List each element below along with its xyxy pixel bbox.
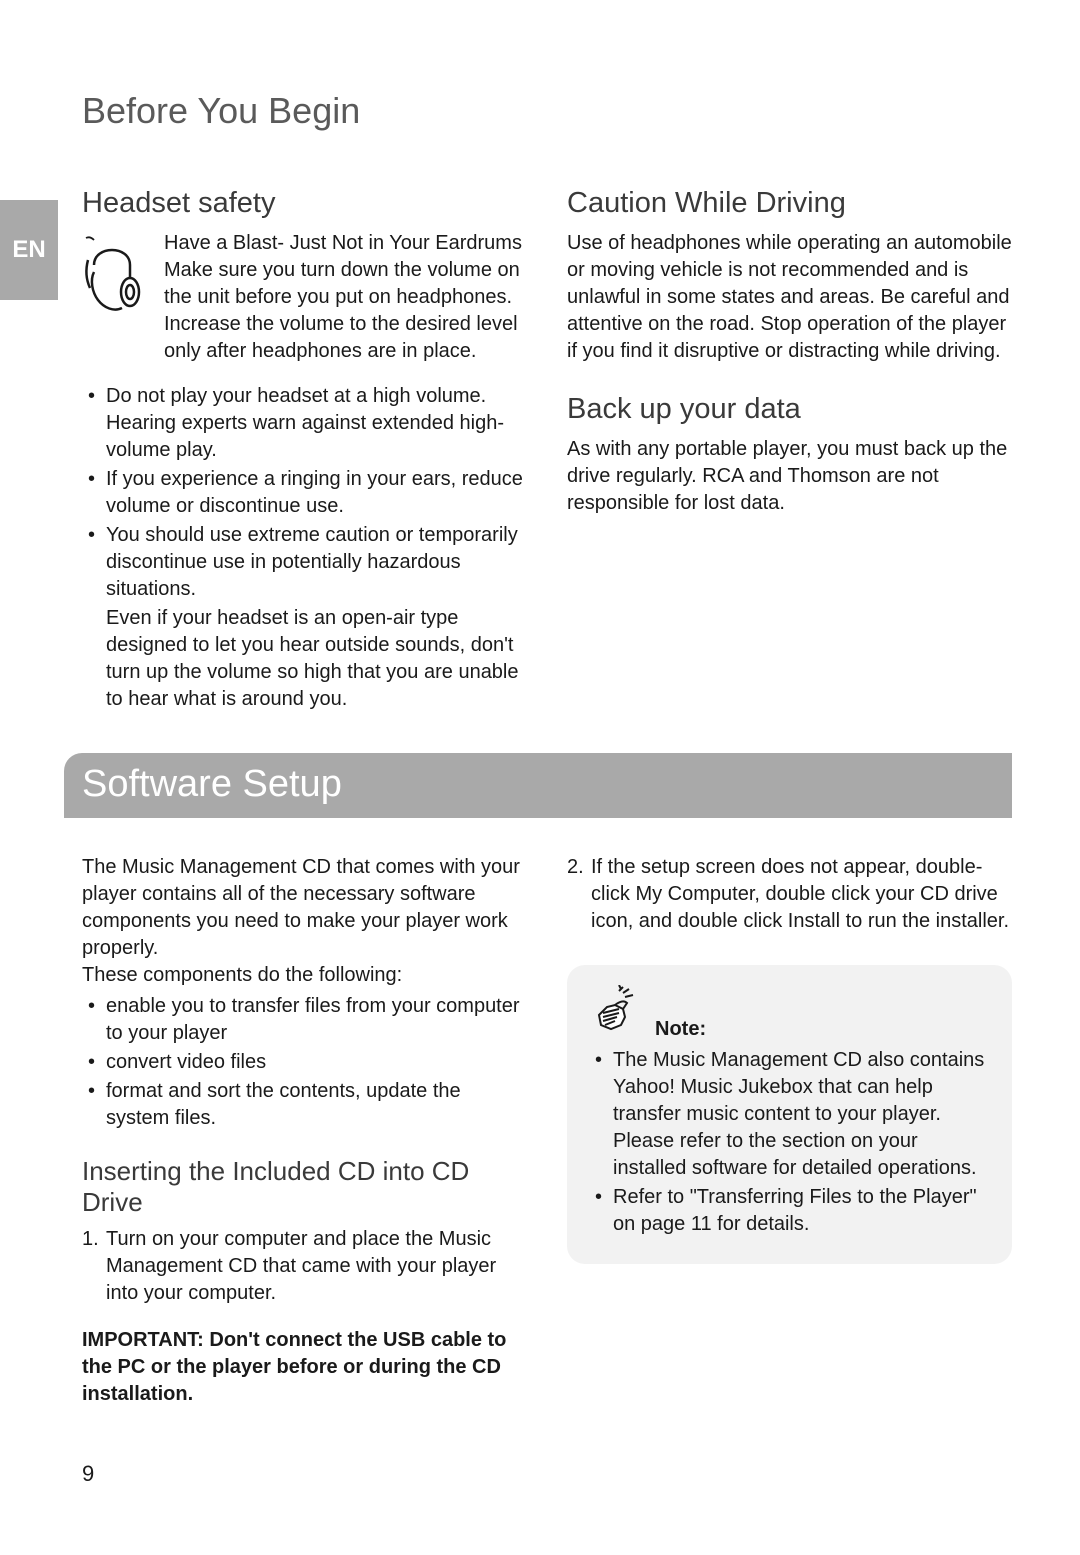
step-item: If the setup screen does not appear, dou… — [567, 854, 1012, 935]
headset-safety-heading: Headset safety — [82, 187, 527, 220]
components-list: enable you to transfer files from your c… — [82, 993, 527, 1132]
language-tab: EN — [0, 200, 58, 300]
software-intro: The Music Management CD that comes with … — [82, 854, 527, 962]
note-box: Note: The Music Management CD also conta… — [567, 965, 1012, 1264]
components-label: These components do the following: — [82, 962, 527, 989]
step-item: Turn on your computer and place the Musi… — [82, 1226, 527, 1307]
list-item: format and sort the contents, update the… — [82, 1078, 527, 1132]
important-notice: IMPORTANT: Don't connect the USB cable t… — [82, 1327, 527, 1408]
backup-text: As with any portable player, you must ba… — [567, 436, 1012, 517]
page-title: Before You Begin — [82, 90, 1012, 132]
note-label: Note: — [655, 1018, 706, 1041]
caution-text: Use of headphones while operating an aut… — [567, 230, 1012, 365]
backup-heading: Back up your data — [567, 393, 1012, 426]
list-item: enable you to transfer files from your c… — [82, 993, 527, 1047]
software-setup-banner: Software Setup — [64, 753, 1012, 818]
list-item: Do not play your headset at a high volum… — [82, 383, 527, 464]
list-item: You should use extreme caution or tempor… — [82, 522, 527, 603]
cd-heading: Inserting the Included CD into CD Drive — [82, 1156, 527, 1218]
cd-steps-left: Turn on your computer and place the Musi… — [82, 1226, 527, 1307]
caution-heading: Caution While Driving — [567, 187, 1012, 220]
note-hand-icon — [589, 985, 645, 1041]
headset-intro-text: Have a Blast- Just Not in Your Eardrums … — [164, 230, 527, 365]
list-item: The Music Management CD also contains Ya… — [589, 1047, 990, 1182]
page-number: 9 — [82, 1461, 94, 1487]
cd-steps-right: If the setup screen does not appear, dou… — [567, 854, 1012, 935]
note-bullets: The Music Management CD also contains Ya… — [589, 1047, 990, 1238]
list-item: convert video files — [82, 1049, 527, 1076]
headset-bullets: Do not play your headset at a high volum… — [82, 383, 527, 603]
list-item: Refer to "Transferring Files to the Play… — [589, 1184, 990, 1238]
headphone-icon — [82, 230, 152, 325]
list-item: If you experience a ringing in your ears… — [82, 466, 527, 520]
headset-followup-text: Even if your headset is an open-air type… — [82, 605, 527, 713]
